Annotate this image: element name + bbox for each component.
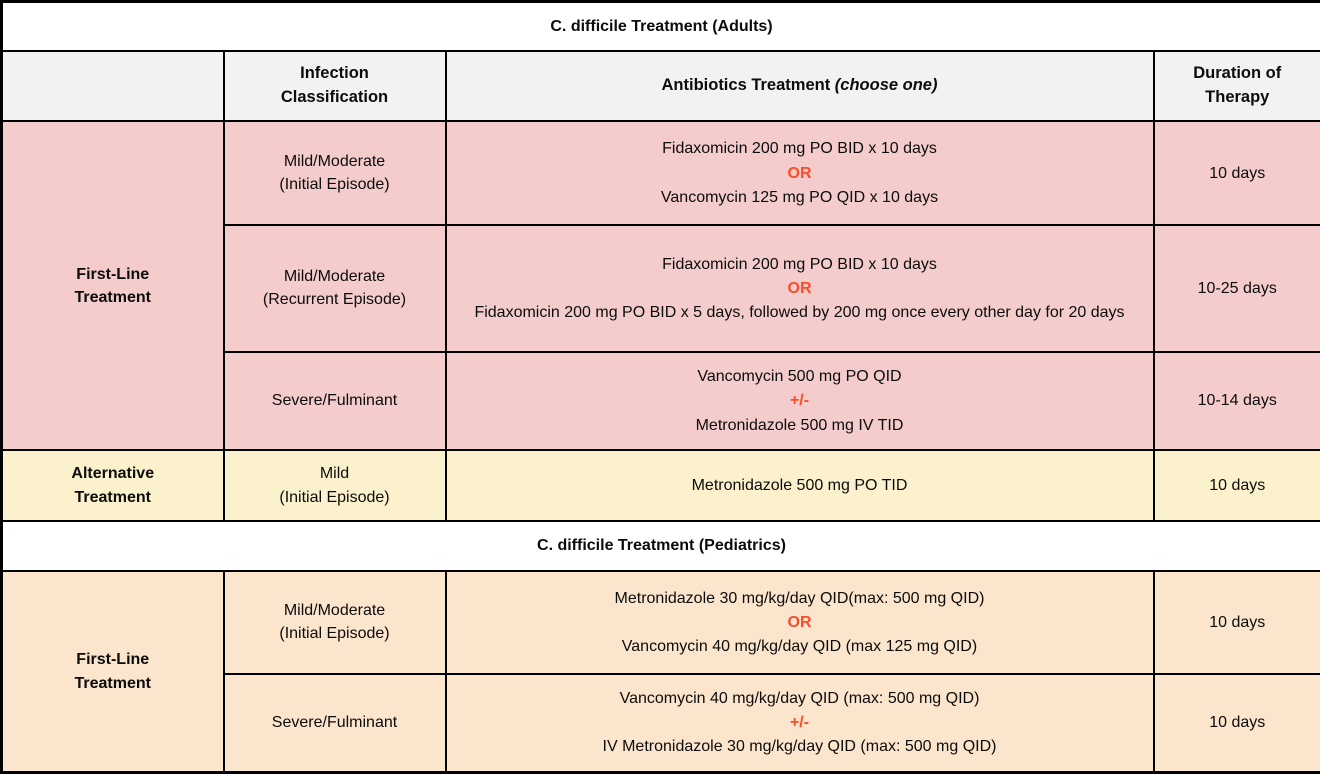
classification-cell: Severe/Fulminant	[222, 672, 447, 774]
drug-option-1: Vancomycin 40 mg/kg/day QID (max: 500 mg…	[619, 690, 980, 708]
adults-title-row: C. difficile Treatment (Adults)	[0, 0, 1320, 52]
adults-first-line-label: First-Line Treatment	[0, 120, 225, 452]
classification-cell: Mild (Initial Episode)	[222, 449, 447, 522]
antibiotics-cell: Metronidazole 30 mg/kg/day QID(max: 500 …	[444, 570, 1155, 675]
antibiotics-choose-one-note: (choose one)	[834, 76, 938, 95]
classification-cell: Mild/Moderate (Initial Episode)	[222, 120, 447, 226]
duration-cell: 10-14 days	[1152, 350, 1320, 452]
column-header-row: Infection Classification Antibiotics Tre…	[0, 49, 1320, 123]
adults-alternative-row: Alternative Treatment Mild (Initial Epis…	[0, 449, 1320, 522]
or-connector: OR	[787, 613, 812, 631]
drug-option-1: Fidaxomicin 200 mg PO BID x 10 days	[662, 255, 937, 273]
drug-option-2: Fidaxomicin 200 mg PO BID x 5 days, foll…	[474, 303, 1125, 321]
classification-cell: Mild/Moderate (Initial Episode)	[222, 570, 447, 675]
drug-option-1: Metronidazole 30 mg/kg/day QID(max: 500 …	[614, 589, 985, 607]
adults-section-title: C. difficile Treatment (Adults)	[0, 0, 1320, 52]
drug-option-1: Fidaxomicin 200 mg PO BID x 10 days	[662, 140, 937, 158]
pediatrics-row-severe-fulminant: Severe/Fulminant Vancomycin 40 mg/kg/day…	[2, 672, 1320, 774]
alternative-treatment-label: Alternative Treatment	[0, 449, 225, 522]
drug-option-2: IV Metronidazole 30 mg/kg/day QID (max: …	[602, 738, 997, 756]
antibiotics-header-cell: Antibiotics Treatment (choose one)	[444, 49, 1155, 123]
plus-minus-connector: +/-	[789, 392, 810, 410]
duration-cell: 10 days	[1152, 449, 1320, 522]
drug-option-2: Vancomycin 40 mg/kg/day QID (max 125 mg …	[621, 638, 978, 656]
antibiotics-header-label: Antibiotics Treatment	[661, 76, 831, 95]
antibiotics-cell: Vancomycin 40 mg/kg/day QID (max: 500 mg…	[444, 672, 1155, 774]
duration-cell: 10 days	[1152, 120, 1320, 226]
duration-cell: 10-25 days	[1152, 223, 1320, 353]
plus-minus-connector: +/-	[789, 714, 810, 732]
adults-row-mild-recurrent: Mild/Moderate (Recurrent Episode) Fidaxo…	[2, 223, 1320, 353]
adults-row-mild-initial: First-Line Treatment Mild/Moderate (Init…	[0, 120, 1320, 452]
drug-option-2: Vancomycin 125 mg PO QID x 10 days	[660, 188, 939, 206]
drug-option-1: Vancomycin 500 mg PO QID	[697, 368, 902, 386]
antibiotics-cell: Fidaxomicin 200 mg PO BID x 10 days OR V…	[444, 120, 1155, 226]
antibiotics-cell: Fidaxomicin 200 mg PO BID x 10 days OR F…	[444, 223, 1155, 353]
classification-cell: Severe/Fulminant	[222, 350, 447, 452]
antibiotics-cell: Vancomycin 500 mg PO QID +/- Metronidazo…	[444, 350, 1155, 452]
drug-option-1: Metronidazole 500 mg PO TID	[691, 477, 908, 494]
classification-header-label: Infection Classification	[280, 64, 389, 107]
adults-row-severe-fulminant: Severe/Fulminant Vancomycin 500 mg PO QI…	[2, 350, 1320, 452]
pediatrics-row-mild-initial: First-Line Treatment Mild/Moderate (Init…	[0, 570, 1320, 774]
antibiotics-cell: Metronidazole 500 mg PO TID	[444, 449, 1155, 522]
duration-cell: 10 days	[1152, 570, 1320, 675]
or-connector: OR	[787, 164, 812, 182]
pediatrics-section-title: C. difficile Treatment (Pediatrics)	[0, 519, 1320, 573]
drug-option-2: Metronidazole 500 mg IV TID	[695, 416, 904, 434]
duration-header-cell: Duration of Therapy	[1152, 49, 1320, 123]
classification-header-cell: Infection Classification	[222, 49, 447, 123]
or-connector: OR	[787, 279, 812, 297]
pediatrics-first-line-label: First-Line Treatment	[0, 570, 225, 774]
duration-header-label: Duration of Therapy	[1193, 64, 1282, 107]
duration-cell: 10 days	[1152, 672, 1320, 774]
classification-cell: Mild/Moderate (Recurrent Episode)	[222, 223, 447, 353]
corner-header-cell	[0, 49, 225, 123]
pediatrics-title-row: C. difficile Treatment (Pediatrics)	[0, 519, 1320, 573]
